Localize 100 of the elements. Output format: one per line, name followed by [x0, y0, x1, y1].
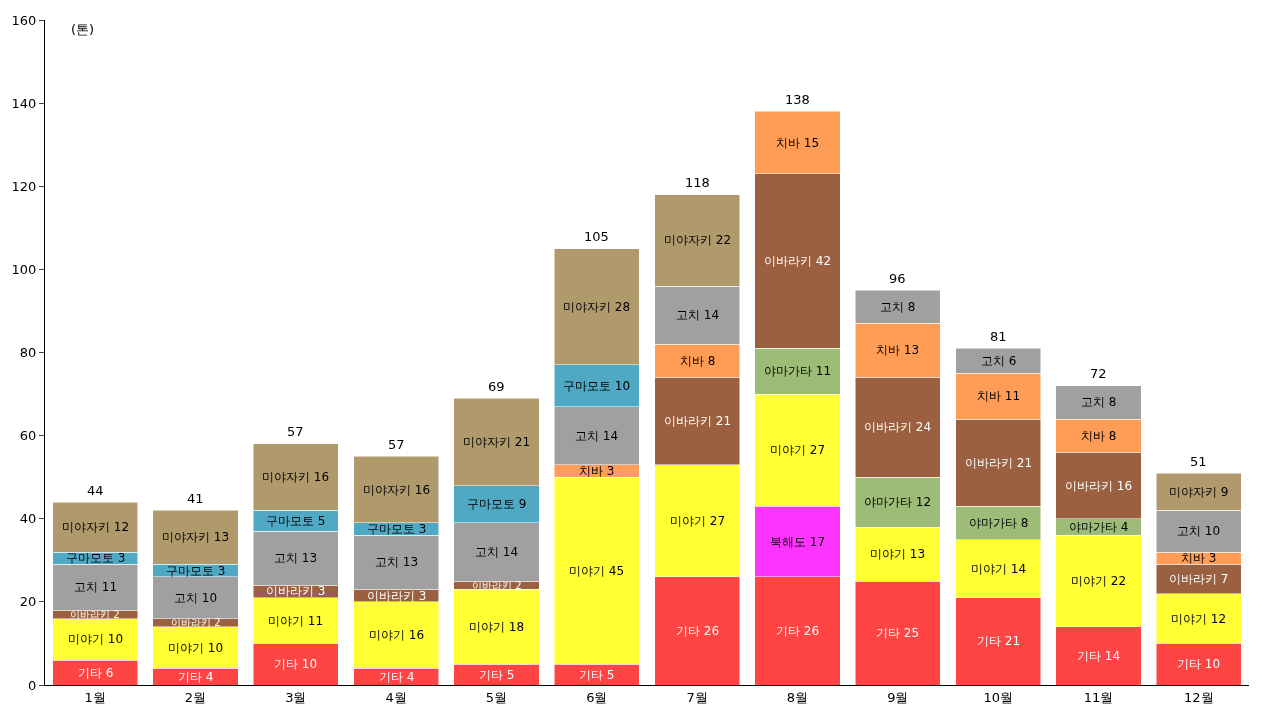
y-tick-label: 60	[19, 428, 37, 444]
data-label: 기타 10	[274, 657, 318, 671]
data-label: 미야자키 13	[162, 530, 230, 544]
x-tick-label: 9월	[887, 689, 909, 705]
data-label: 구마모토 10	[563, 379, 631, 393]
total-label: 81	[990, 329, 1007, 344]
x-tick-label: 10월	[983, 689, 1013, 705]
data-label: 이바라키 7	[1169, 572, 1229, 586]
total-label: 105	[584, 229, 609, 244]
x-tick-label: 12월	[1184, 689, 1214, 705]
y-tick-label: 20	[19, 594, 37, 610]
y-tick-label: 120	[11, 178, 37, 194]
total-label: 51	[1190, 454, 1207, 469]
data-label: 고치 11	[74, 580, 118, 594]
x-tick-label: 2월	[184, 689, 207, 705]
x-tick-label: 4월	[385, 689, 407, 705]
data-label: 미야기 22	[1071, 574, 1127, 588]
data-label: 야마가타 12	[864, 495, 932, 509]
data-label: 기타 4	[178, 670, 214, 684]
data-label: 고치 13	[274, 551, 318, 565]
data-label: 야마가타 8	[969, 516, 1029, 530]
data-label: 구마모토 9	[467, 497, 527, 511]
y-tick-label: 140	[11, 95, 37, 111]
data-label: 기타 10	[1177, 657, 1221, 671]
data-label: 구마모토 3	[166, 564, 226, 578]
data-label: 기타 21	[977, 634, 1021, 648]
x-tick-label: 11월	[1083, 689, 1114, 705]
data-label: 미야기 18	[469, 620, 525, 634]
data-label: 치바 3	[579, 464, 615, 478]
total-label: 96	[889, 271, 906, 286]
data-label: 이바라키 16	[1065, 479, 1133, 493]
y-tick-label: 160	[11, 12, 37, 28]
data-label: 기타 26	[776, 624, 820, 638]
data-label: 고치 13	[375, 555, 419, 569]
data-label: 구마모토 3	[367, 522, 427, 536]
data-label: 미야자키 21	[463, 435, 531, 449]
data-label: 미야기 16	[369, 628, 425, 642]
data-label: 구마모토 5	[266, 514, 326, 528]
annotation: (톤)	[71, 22, 95, 37]
x-tick-label: 5월	[485, 689, 508, 705]
data-label: 미야자키 22	[664, 233, 732, 247]
data-label: 미야기 11	[268, 614, 324, 628]
data-label: 이바라키 24	[864, 420, 932, 434]
data-label: 고치 8	[880, 300, 916, 314]
data-label: 고치 14	[475, 545, 519, 559]
data-label: 구마모토 3	[66, 551, 126, 565]
data-label: 미야자키 16	[363, 483, 431, 497]
data-label: 북해도 17	[770, 535, 826, 549]
data-label: 미야기 14	[971, 562, 1027, 576]
total-label: 41	[187, 491, 204, 506]
x-tick-label: 1월	[84, 689, 106, 705]
data-label: 이바라키 21	[965, 456, 1033, 470]
data-label: 이바라키 3	[266, 584, 326, 598]
y-tick-label: 100	[11, 261, 37, 277]
data-label: 치바 13	[876, 343, 920, 357]
data-label: 기타 6	[78, 666, 114, 680]
y-tick-label: 40	[19, 511, 37, 527]
data-label: 미야기 27	[670, 514, 726, 528]
data-label: 이바라키 2	[70, 609, 120, 620]
data-label: 기타 14	[1077, 649, 1121, 663]
data-label: 미야기 27	[770, 443, 826, 457]
data-label: 미야기 13	[870, 547, 926, 561]
data-label: 미야기 10	[168, 641, 224, 655]
data-label: 고치 14	[575, 429, 619, 443]
total-label: 69	[488, 379, 505, 394]
data-label: 치바 8	[1081, 429, 1117, 443]
data-label: 야마가타 11	[764, 364, 832, 378]
total-label: 44	[87, 483, 104, 498]
data-label: 치바 3	[1181, 551, 1217, 565]
total-label: 138	[785, 92, 810, 107]
data-label: 고치 10	[1177, 524, 1221, 538]
data-label: 기타 25	[876, 626, 920, 640]
data-label: 미야기 12	[1171, 612, 1227, 626]
data-label: 미야자키 12	[62, 520, 130, 534]
data-label: 야마가타 4	[1069, 520, 1129, 534]
data-label: 고치 8	[1081, 395, 1117, 409]
data-label: 치바 8	[680, 354, 716, 368]
data-label: 고치 6	[981, 354, 1017, 368]
x-tick-label: 8월	[786, 689, 809, 705]
total-label: 57	[287, 424, 304, 439]
data-label: 미야기 10	[68, 632, 124, 646]
data-label: 이바라키 3	[367, 589, 427, 603]
data-label: 미야자키 28	[563, 300, 631, 314]
data-label: 기타 5	[479, 668, 515, 682]
data-label: 기타 4	[379, 670, 415, 684]
total-label: 57	[388, 437, 405, 452]
data-label: 기타 5	[579, 668, 615, 682]
x-tick-label: 3월	[285, 689, 307, 705]
data-label: 이바라키 2	[472, 580, 522, 591]
data-label: 이바라키 42	[764, 254, 832, 268]
total-label: 72	[1090, 366, 1107, 381]
total-label: 118	[685, 175, 710, 190]
data-label: 이바라키 2	[171, 617, 221, 628]
y-tick-label: 80	[19, 345, 37, 361]
data-label: 치바 15	[776, 136, 820, 150]
data-label: 고치 10	[174, 591, 218, 605]
data-label: 미야기 45	[569, 564, 625, 578]
data-label: 미야자키 16	[262, 470, 330, 484]
data-label: 고치 14	[676, 308, 720, 322]
data-label: 이바라키 21	[664, 414, 732, 428]
